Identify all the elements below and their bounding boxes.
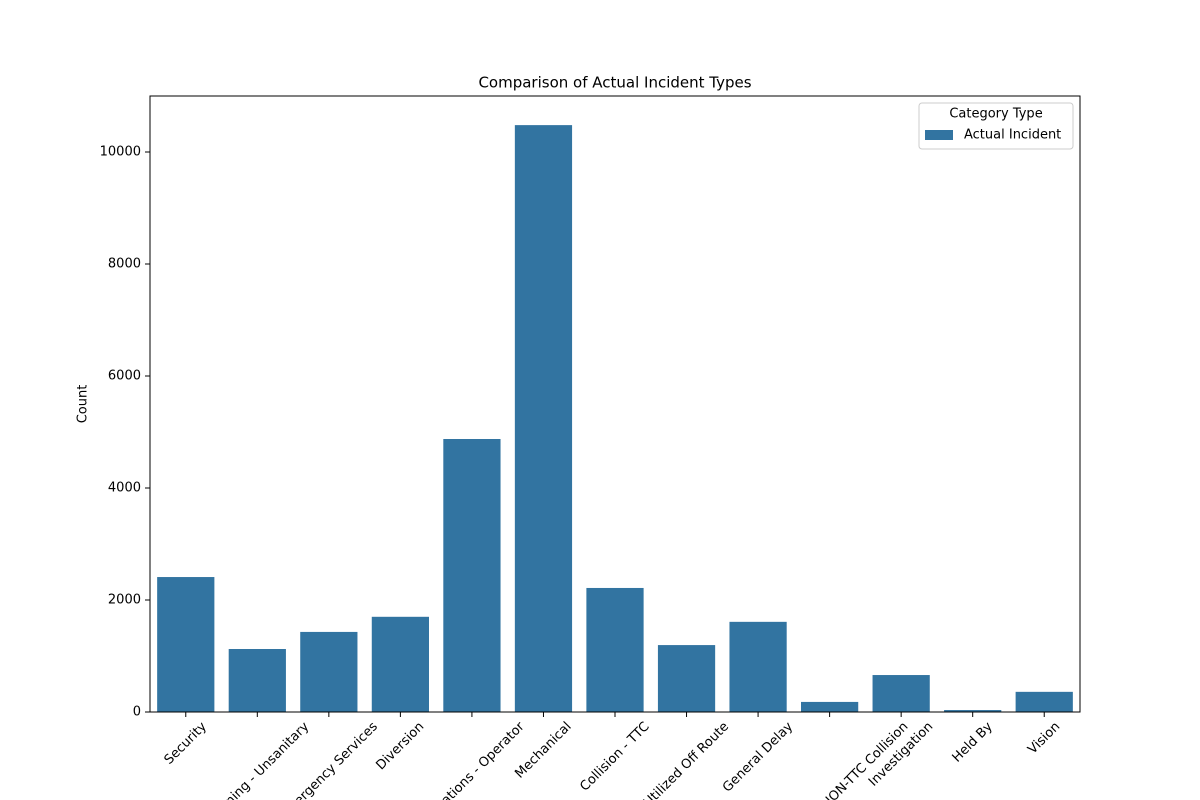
bar <box>729 621 787 712</box>
bar <box>586 587 644 712</box>
x-tick-label: Collision - TTC <box>577 719 652 794</box>
x-tick-label: Cleaning - Unsanitary <box>202 719 312 800</box>
bar <box>371 616 429 712</box>
bar <box>944 710 1002 712</box>
x-tick-label: Security <box>162 719 211 768</box>
bar <box>1015 691 1073 712</box>
legend-label: Actual Incident <box>964 128 1061 143</box>
chart-title: Comparison of Actual Incident Types <box>478 74 751 92</box>
y-tick-label: 10000 <box>100 145 141 160</box>
legend-box <box>918 102 1074 150</box>
y-tick-label: 2000 <box>108 593 141 608</box>
bar <box>657 645 716 712</box>
legend-swatch <box>925 130 953 140</box>
y-tick-label: 6000 <box>108 369 141 384</box>
x-tick-label: Vision <box>1025 719 1063 757</box>
x-tick-label: Diversion <box>373 719 427 773</box>
y-axis-label: Count <box>76 385 91 424</box>
bar <box>300 631 358 712</box>
bar <box>157 577 215 712</box>
x-tick-label: Utilized Off Route <box>641 719 732 800</box>
y-tick-label: 4000 <box>108 481 141 496</box>
y-tick-label: 8000 <box>108 257 141 272</box>
bar <box>443 439 501 712</box>
bar <box>801 701 859 712</box>
plot-frame <box>149 95 1081 713</box>
x-tick-label: Held By <box>950 719 996 765</box>
x-tick-label: General Delay <box>720 719 796 795</box>
bar <box>514 125 573 713</box>
x-tick-label: Operations - Operator <box>416 719 528 800</box>
y-tick-label: 0 <box>133 705 141 720</box>
bar <box>872 675 930 712</box>
bar <box>228 649 286 712</box>
legend-title: Category Type <box>949 107 1042 122</box>
